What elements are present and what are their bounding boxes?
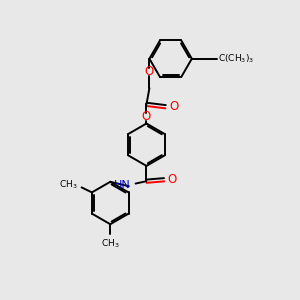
Text: CH$_3$: CH$_3$ <box>58 179 77 191</box>
Text: O: O <box>145 65 154 79</box>
Text: O: O <box>142 110 151 123</box>
Text: HN: HN <box>113 180 130 190</box>
Text: C(CH$_3$)$_3$: C(CH$_3$)$_3$ <box>218 52 255 65</box>
Text: O: O <box>169 100 178 113</box>
Text: CH$_3$: CH$_3$ <box>101 238 120 250</box>
Text: O: O <box>167 173 176 186</box>
